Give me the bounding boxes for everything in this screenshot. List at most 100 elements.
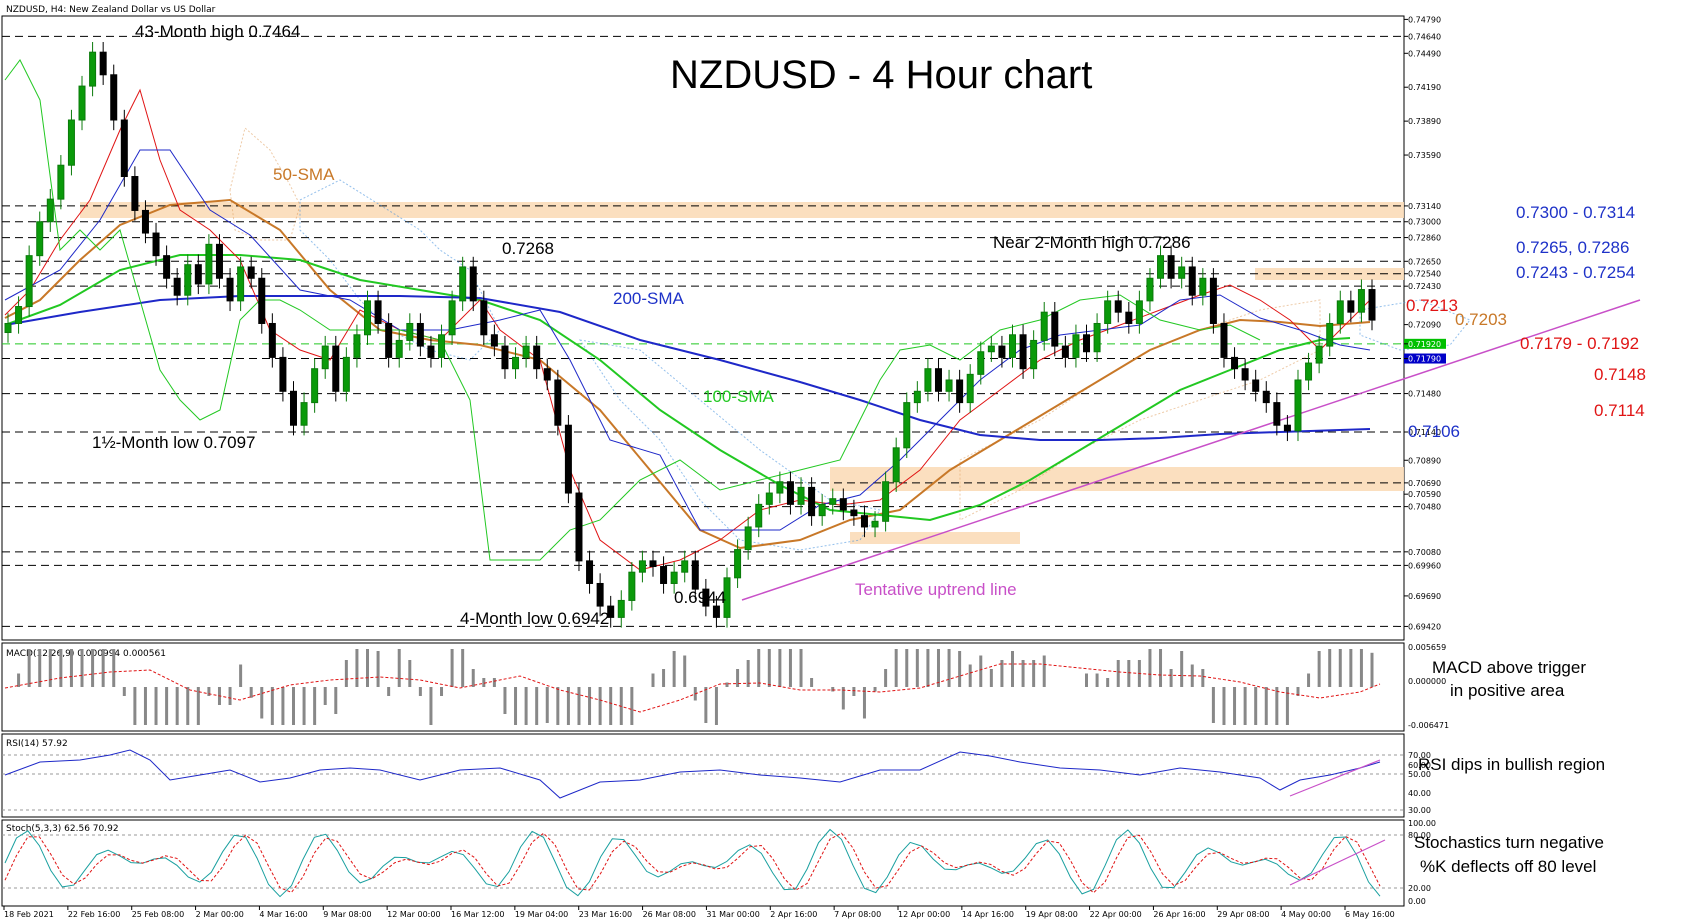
level-label-0.7265-0.7286: 0.7265, 0.7286 (1516, 238, 1629, 257)
annotation-4m-low: 4-Month low 0.6942 (460, 609, 609, 628)
candle-body (586, 560, 594, 584)
price-tick-label: 0.70590 (1408, 490, 1441, 499)
candle-body (977, 351, 985, 375)
candle-body (89, 51, 97, 87)
candle-body (786, 481, 794, 505)
macd-note-1: MACD above trigger (1432, 658, 1586, 677)
candle-body (681, 560, 689, 573)
candle-body (46, 198, 54, 223)
time-tick-label: 18 Feb 2021 (4, 910, 54, 919)
candle-body (617, 599, 625, 618)
stoch-k-line (4, 828, 1381, 898)
candle-body (448, 300, 456, 336)
stoch-axis-0: 0.00 (1408, 897, 1426, 906)
time-tick-label: 9 Mar 08:00 (323, 910, 371, 919)
time-tick-label: 12 Apr 00:00 (898, 910, 950, 919)
candle-body (1146, 277, 1154, 302)
price-tick-label: 0.72650 (1408, 257, 1441, 266)
candle-body (501, 345, 509, 370)
candle-body (226, 277, 234, 302)
annotation-near-2m-high: Near 2-Month high 0.7286 (993, 233, 1191, 252)
candle-body (1008, 334, 1016, 358)
macd-axis-top: 0.005659 (1408, 643, 1446, 652)
macd-label: MACD(12,26,9) 0.000994 0.000561 (6, 649, 166, 659)
time-tick-label: 26 Apr 16:00 (1153, 910, 1205, 919)
candle-body (1283, 424, 1291, 432)
price-tick-label: 0.72540 (1408, 270, 1441, 279)
candle-body (723, 577, 731, 618)
candle-body (1199, 277, 1207, 296)
stoch-axis-80: 80.00 (1408, 831, 1431, 840)
candle-body (818, 503, 826, 517)
candle-body (956, 379, 964, 404)
candle-body (882, 481, 890, 522)
time-tick-label: 16 Mar 12:00 (451, 910, 504, 919)
time-tick-label: 2 Mar 00:00 (196, 910, 244, 919)
candle-body (480, 300, 488, 336)
candle-body (808, 486, 816, 517)
price-tick-label: 0.73890 (1408, 117, 1441, 126)
candle-body (438, 334, 446, 358)
chikou-line-green (4, 59, 1261, 561)
candle-body (871, 520, 879, 528)
price-tick-label: 0.72860 (1408, 234, 1441, 243)
level-label-0.7148: 0.7148 (1594, 365, 1646, 384)
candle-body (25, 255, 33, 308)
candle-body (691, 560, 699, 590)
price-tick-label: 0.70690 (1408, 479, 1441, 488)
candle-body (1241, 368, 1249, 381)
rsi-note: RSI dips in bullish region (1418, 755, 1605, 774)
moving-averages (4, 59, 1641, 601)
time-tick-label: 4 Mar 16:00 (259, 910, 307, 919)
price-candles (4, 42, 1376, 628)
candle-body (1294, 379, 1302, 432)
time-axis: 18 Feb 2021 22 Feb 16:00 25 Feb 08:00 2 Mar… (3, 906, 1395, 919)
candle-body (638, 560, 646, 573)
candle-body (913, 390, 921, 404)
candle-body (1273, 402, 1281, 426)
candle-body (237, 266, 245, 302)
stoch-d-line (4, 832, 1381, 894)
price-tick-label: 0.70080 (1408, 548, 1441, 557)
price-tick-label: 0.71790 (1408, 355, 1441, 364)
rsi-axis-40: 40.00 (1408, 789, 1431, 798)
candle-body (36, 221, 44, 257)
candle-body (279, 356, 287, 392)
candle-body (1347, 300, 1355, 313)
candle-body (1093, 322, 1101, 353)
candle-body (607, 605, 615, 618)
candle-body (490, 334, 498, 347)
candle-body (67, 119, 75, 166)
rsi-panel-frame (1, 733, 1405, 818)
candle-body (1368, 289, 1376, 321)
candle-body (1135, 300, 1143, 324)
cloud-blue-3 (1359, 299, 1471, 351)
candle-body (385, 322, 393, 358)
candle-body (987, 345, 995, 353)
chart-title: NZDUSD - 4 Hour chart (670, 53, 1092, 97)
time-tick-label: 25 Feb 08:00 (132, 910, 184, 919)
stoch-label: Stoch(5,3,3) 62.56 70.92 (6, 824, 119, 834)
candle-body (1209, 277, 1217, 324)
candle-body (765, 492, 773, 505)
uptrend-line (741, 299, 1641, 601)
price-axis: 0.74790 0.74640 0.74490 0.74190 0.73890 0.735… (1404, 15, 1446, 631)
candle-body (364, 300, 372, 336)
main-panel-frame (1, 15, 1405, 641)
candle-body (141, 209, 149, 234)
candle-body (1262, 390, 1270, 404)
candle-body (1040, 311, 1048, 341)
time-tick-label: 19 Mar 04:00 (515, 910, 568, 919)
price-tick-label: 0.70480 (1408, 503, 1441, 512)
candle-body (512, 356, 520, 370)
price-tick-label: 0.70890 (1408, 456, 1441, 465)
candle-body (258, 277, 266, 324)
level-label-0.7114: 0.7114 (1594, 401, 1645, 420)
candle-body (1357, 289, 1365, 313)
candle-body (1104, 300, 1112, 324)
candle-body (1220, 322, 1228, 358)
label-200-sma: 200-SMA (613, 289, 685, 308)
zone-0.7300-0.7314 (80, 202, 1404, 218)
label-100-sma: 100-SMA (703, 387, 775, 406)
time-tick-label: 12 Mar 00:00 (387, 910, 440, 919)
